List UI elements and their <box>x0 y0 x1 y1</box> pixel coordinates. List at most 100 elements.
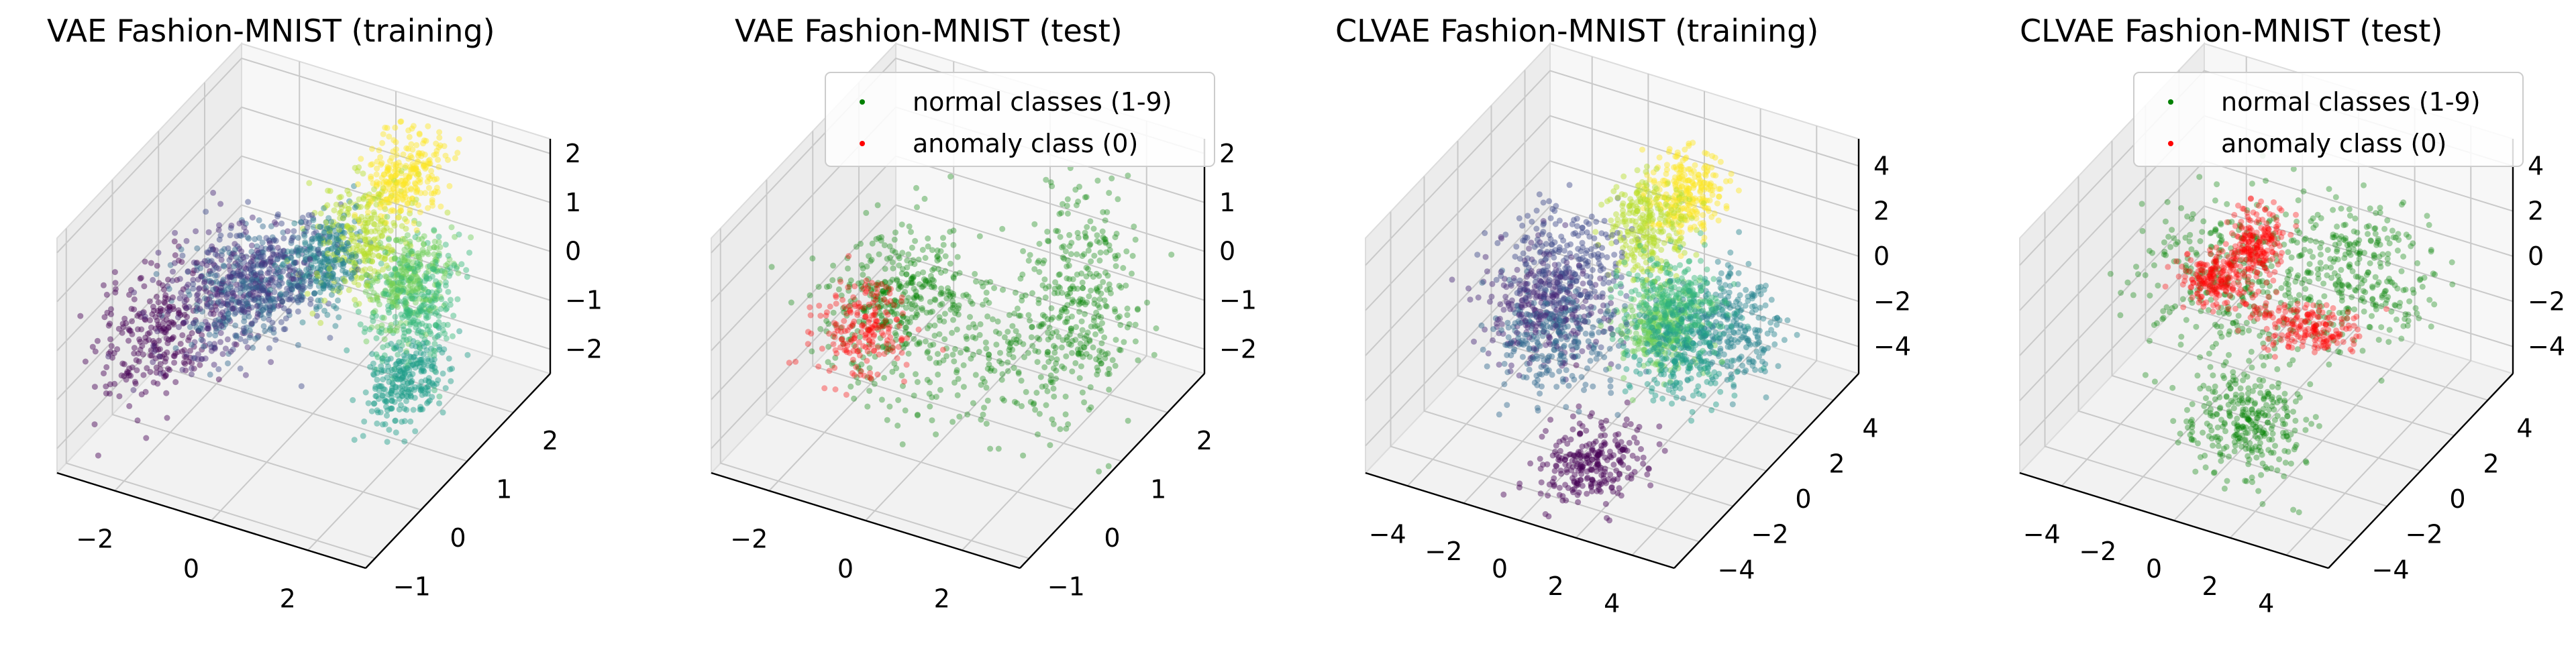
data-point <box>1497 301 1504 308</box>
data-point <box>387 178 393 185</box>
data-point <box>77 313 84 319</box>
data-point <box>411 166 417 172</box>
data-point <box>411 180 418 186</box>
data-point <box>1745 260 1752 267</box>
data-point <box>448 224 455 231</box>
data-point <box>878 329 885 336</box>
data-point <box>315 247 321 254</box>
data-point <box>989 316 996 323</box>
x-gridline <box>114 61 301 492</box>
data-point <box>874 202 881 209</box>
data-point <box>976 233 983 239</box>
data-point <box>431 251 437 258</box>
data-point <box>413 227 420 233</box>
data-point <box>1533 225 1540 232</box>
data-point <box>1715 217 1722 224</box>
data-point <box>381 227 388 234</box>
data-point <box>840 341 847 347</box>
data-point <box>402 216 408 222</box>
data-point <box>395 287 401 294</box>
data-point <box>376 328 382 335</box>
data-point <box>401 438 408 445</box>
data-point <box>378 322 385 329</box>
data-point <box>972 372 979 378</box>
data-point <box>440 409 446 416</box>
data-point <box>996 330 1002 337</box>
data-point <box>1018 378 1025 384</box>
data-point <box>417 257 423 264</box>
data-point <box>378 160 385 166</box>
data-point <box>937 317 943 324</box>
data-point <box>371 186 377 193</box>
data-point <box>337 228 343 235</box>
data-point <box>976 349 982 355</box>
data-point <box>176 276 183 282</box>
data-point <box>392 313 399 320</box>
data-point <box>409 125 415 132</box>
data-point <box>353 203 360 209</box>
data-point <box>208 347 215 354</box>
data-point <box>1019 293 1025 300</box>
data-point <box>847 383 854 390</box>
data-point <box>425 174 431 180</box>
data-point <box>453 265 460 272</box>
data-point <box>380 172 387 178</box>
data-point <box>968 298 974 305</box>
data-point <box>1131 223 1137 230</box>
data-point <box>414 186 421 193</box>
data-point <box>388 341 395 347</box>
data-point <box>387 186 393 193</box>
data-point <box>841 318 847 324</box>
data-point <box>837 278 844 285</box>
data-point <box>426 156 433 163</box>
data-point <box>915 256 922 263</box>
data-point <box>404 232 411 239</box>
data-point <box>368 162 374 168</box>
data-point <box>1677 223 1684 229</box>
data-point <box>384 167 391 174</box>
data-point <box>425 264 431 270</box>
data-point <box>215 376 222 383</box>
data-point <box>432 259 439 265</box>
data-point <box>433 148 440 154</box>
data-point <box>1132 236 1139 243</box>
data-point <box>1709 153 1716 160</box>
data-point <box>860 272 866 278</box>
data-point <box>431 152 437 158</box>
data-point <box>864 348 871 355</box>
data-point <box>903 282 910 288</box>
data-point <box>1053 360 1060 367</box>
data-point <box>856 352 863 359</box>
data-point <box>177 341 184 347</box>
data-point <box>183 319 189 325</box>
data-point <box>1045 283 1052 290</box>
data-point <box>417 329 424 335</box>
data-point <box>815 364 822 370</box>
data-point <box>401 192 408 199</box>
data-point <box>1088 287 1094 294</box>
data-point <box>871 321 878 328</box>
data-point <box>313 278 319 285</box>
data-point <box>917 294 923 301</box>
data-point <box>132 378 138 385</box>
data-point <box>89 343 96 350</box>
data-point <box>1743 286 1749 293</box>
data-point <box>463 267 470 274</box>
data-point <box>993 341 1000 348</box>
data-point <box>1064 263 1070 270</box>
data-point <box>874 344 881 351</box>
data-point <box>960 292 967 299</box>
data-point <box>216 222 222 229</box>
data-point <box>807 312 814 319</box>
data-point <box>391 298 398 305</box>
data-point <box>386 427 393 433</box>
data-point <box>203 288 209 294</box>
data-point <box>1046 325 1053 331</box>
data-point <box>393 180 400 186</box>
data-point <box>1088 258 1094 265</box>
data-point <box>1539 231 1545 237</box>
data-point <box>333 221 340 228</box>
data-point <box>415 202 421 209</box>
data-point <box>1020 248 1027 254</box>
data-point <box>444 266 451 272</box>
